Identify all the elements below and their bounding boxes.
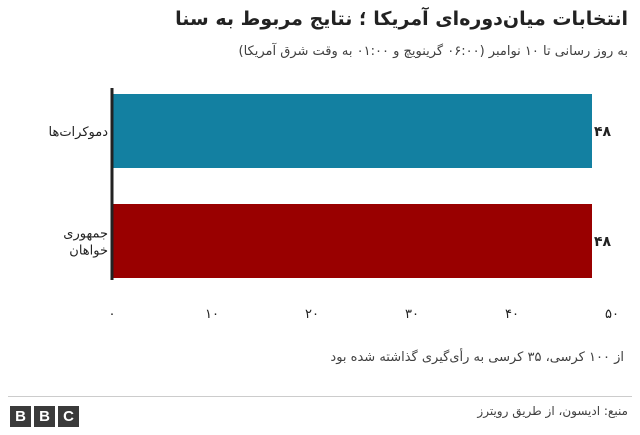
footer-divider [8,396,632,397]
bbc-logo: B B C [10,406,79,427]
category-label-1-0: جمهوری [63,227,108,242]
source-credit: منبع: ادیسون، از طریق رویترز [477,404,628,418]
category-label-0-0: دموکرات‌ها [49,125,109,140]
chart-note: از ۱۰۰ کرسی، ۳۵ کرسی به رأی‌گیری گذاشته … [330,350,624,365]
bbc-logo-letter-c: C [58,406,79,427]
x-tick-label-3: ۳۰ [405,307,419,322]
value-label-0: ۴۸ [594,124,612,140]
x-tick-label-0: ۰ [109,307,116,322]
bar-chart: ۴۸ دموکرات‌ها ۴۸ جمهوری خواهان ۰ ۱۰ ۲۰ ۳۰ ۴۰ ۵۰ [49,88,619,322]
chart-title: انتخابات میان‌دوره‌ای آمریکا ؛ نتایج مرب… [175,8,628,30]
bbc-logo-letter-b1: B [10,406,31,427]
x-tick-label-2: ۲۰ [305,307,319,322]
x-tick-label-4: ۴۰ [505,307,519,322]
x-tick-label-1: ۱۰ [205,307,219,322]
bar-1 [112,204,592,278]
bbc-logo-letter-b2: B [34,406,55,427]
chart-subtitle: به روز رسانی تا ۱۰ نوامبر (۰۶:۰۰ گرینویچ… [238,44,628,59]
category-label-1-1: خواهان [69,244,108,259]
x-tick-label-5: ۵۰ [605,307,619,322]
bar-0 [112,94,592,168]
value-label-1: ۴۸ [594,234,612,250]
